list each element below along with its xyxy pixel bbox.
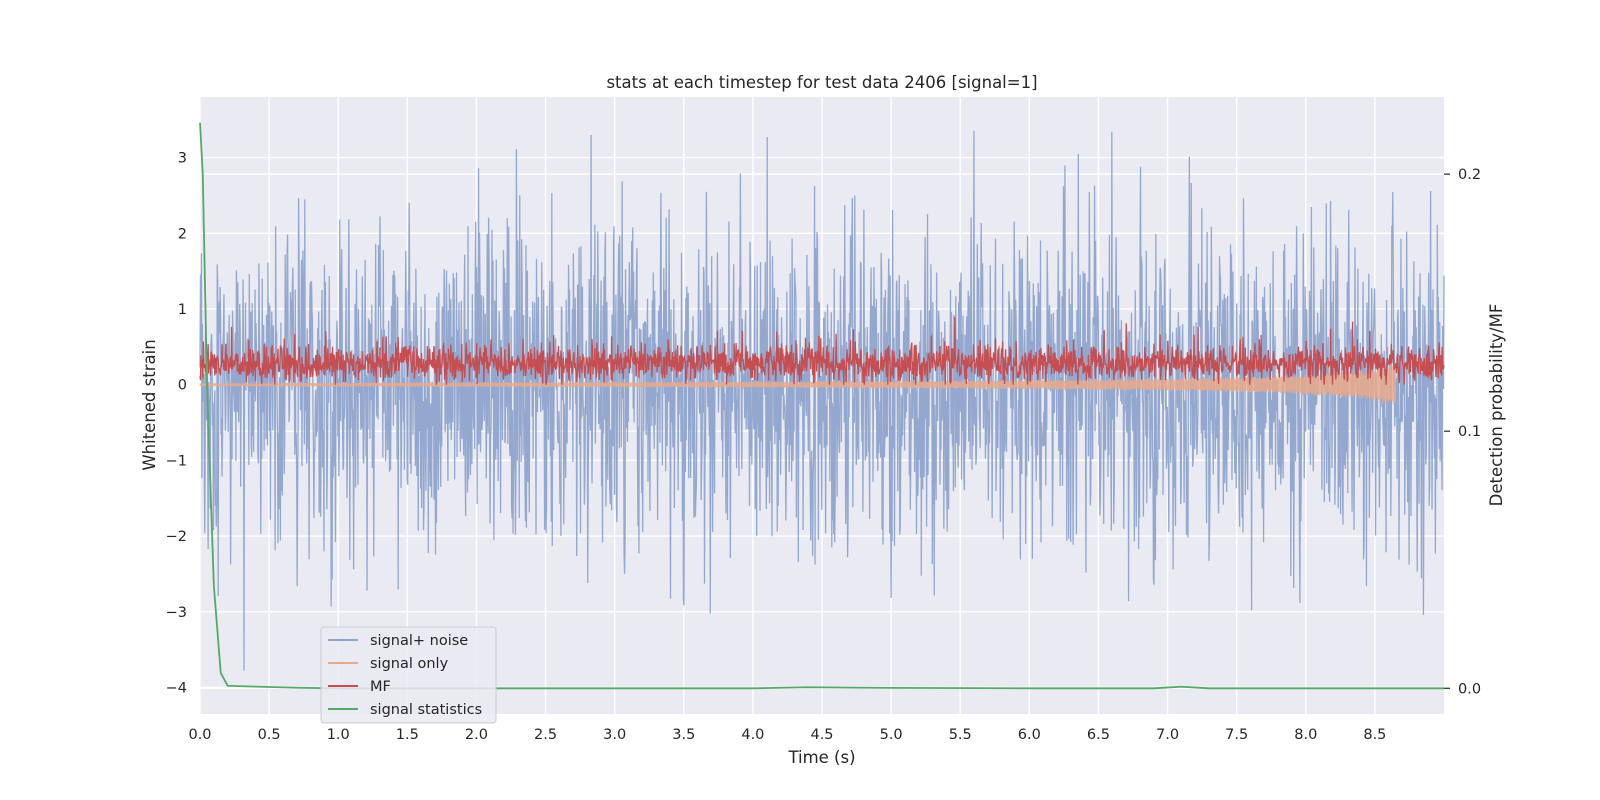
- x-tick-label: 7.0: [1156, 727, 1179, 743]
- y-tick-label: 0: [178, 378, 187, 394]
- legend-label-signal-noise: signal+ noise: [370, 633, 468, 649]
- x-tick-label: 6.0: [1018, 727, 1041, 743]
- x-tick-label: 6.5: [1087, 727, 1110, 743]
- legend-label-signal-only: signal only: [370, 656, 449, 672]
- y-right-tick-label: 0.2: [1458, 167, 1481, 183]
- y-tick-label: 3: [178, 151, 187, 167]
- x-axis-ticks: 0.0 0.5 1.0 1.5 2.0 2.5 3.0 3.5 4.0 4.5 5.0 5.5 6.0 6…: [188, 727, 1386, 743]
- x-tick-label: 2.5: [534, 727, 557, 743]
- series-signal-noise-line: [199, 130, 1445, 671]
- x-axis-label: Time (s): [787, 748, 855, 767]
- x-tick-label: 0.0: [188, 727, 211, 743]
- x-tick-label: 5.5: [949, 727, 972, 743]
- x-tick-label: 0.5: [258, 727, 281, 743]
- y-axis-label: Whitened strain: [140, 339, 159, 470]
- series-mf-line: [199, 316, 1445, 385]
- y-tick-label: −2: [166, 529, 187, 545]
- y-right-tick-label: 0.1: [1458, 424, 1481, 440]
- x-tick-label: 2.0: [465, 727, 488, 743]
- x-tick-label: 3.0: [603, 727, 626, 743]
- y-right-tick-label: 0.0: [1458, 681, 1481, 697]
- y-tick-label: 1: [178, 302, 187, 318]
- x-tick-label: 1.5: [396, 727, 419, 743]
- y-tick-label: −3: [166, 605, 187, 621]
- x-tick-label: 8.0: [1294, 727, 1317, 743]
- x-tick-label: 7.5: [1225, 727, 1248, 743]
- y-tick-label: −4: [166, 681, 187, 697]
- legend-label-mf: MF: [370, 679, 391, 695]
- x-tick-label: 4.5: [810, 727, 833, 743]
- series-signal-only-line: [199, 363, 1397, 405]
- y-axis-right-ticks: 0.0 0.1 0.2: [1444, 167, 1481, 697]
- x-tick-label: 5.0: [880, 727, 903, 743]
- x-tick-label: 3.5: [672, 727, 695, 743]
- legend-box: [320, 626, 497, 724]
- y-axis-right-label: Detection probability/MF: [1487, 304, 1506, 507]
- legend: signal+ noise signal only MF signal stat…: [320, 626, 497, 724]
- x-tick-label: 8.5: [1363, 727, 1386, 743]
- y-axis-ticks: −4 −3 −2 −1 0 1 2 3: [166, 151, 187, 697]
- y-tick-label: 2: [178, 226, 187, 242]
- legend-label-signal-statistics: signal statistics: [370, 702, 482, 718]
- y-tick-label: −1: [166, 453, 187, 469]
- x-tick-label: 4.0: [741, 727, 764, 743]
- chart-title: stats at each timestep for test data 240…: [606, 73, 1037, 92]
- x-tick-label: 1.0: [327, 727, 350, 743]
